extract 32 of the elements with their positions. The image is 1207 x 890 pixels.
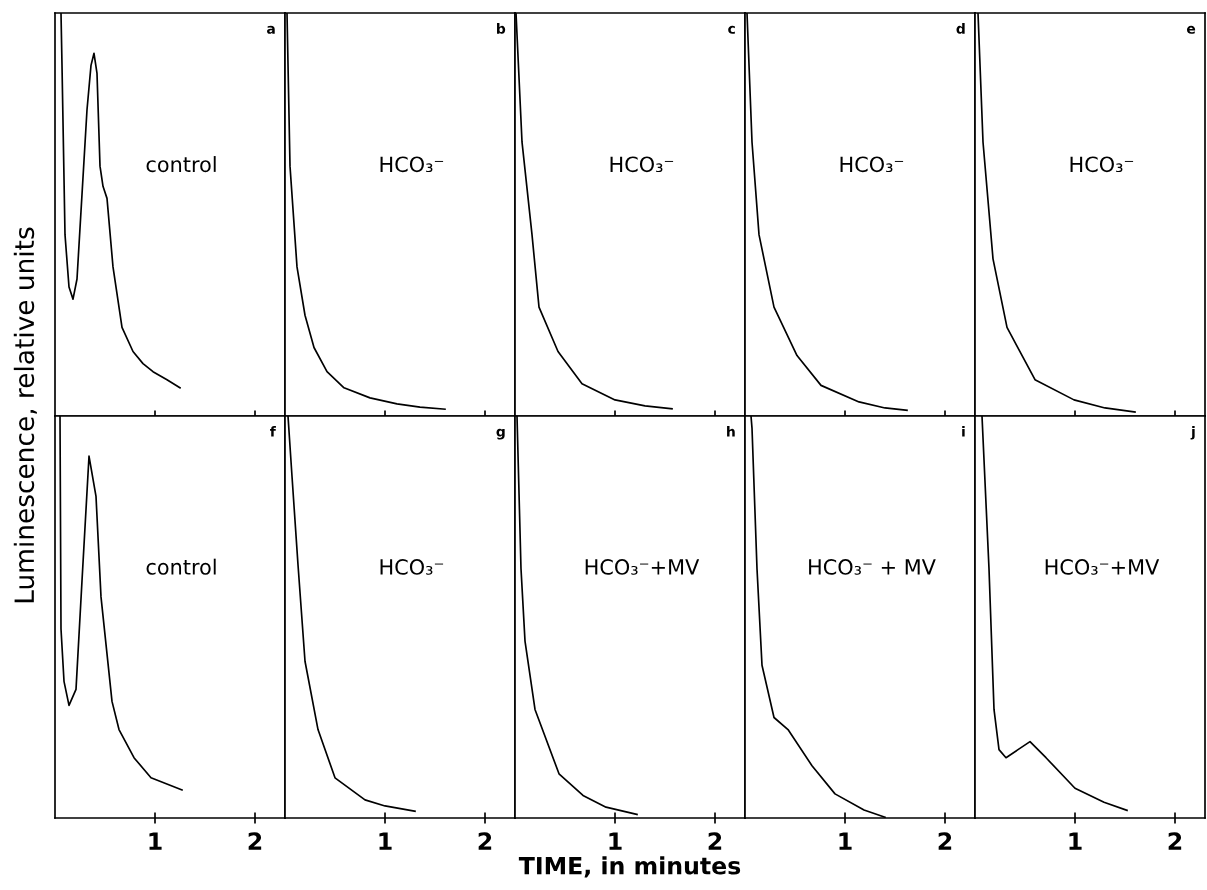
y-axis-title: Luminescence, relative units (13, 227, 37, 603)
x-tick-label: 2 (248, 832, 262, 850)
text: j (1190, 426, 1195, 440)
x-axis-title: TIME, in minutes (518, 856, 741, 878)
annotation: control (146, 558, 216, 575)
x-tick-label: 1 (609, 832, 622, 850)
x-tick-label: 1 (839, 832, 852, 850)
x-tick-label: 2 (1168, 832, 1182, 850)
x-tick-label: 1 (1069, 832, 1082, 850)
text: h (727, 426, 735, 437)
text: i (962, 426, 965, 437)
text: f (270, 426, 276, 437)
annotation: HCO₃⁻ + MV (809, 559, 936, 575)
text: b (497, 23, 506, 34)
annotation: control (146, 156, 216, 173)
x-tick-label: 1 (379, 832, 392, 850)
text: c (728, 25, 735, 34)
annotation: HCO₃⁻ (840, 156, 904, 173)
x-tick-label: 2 (478, 832, 492, 850)
annotation: HCO₃⁻ (610, 156, 674, 173)
text: e (1186, 25, 1196, 34)
annotation: HCO₃⁻ (1070, 156, 1134, 173)
annotation: HCO₃⁻+MV (585, 559, 700, 575)
text: a (267, 25, 275, 34)
annotation: HCO₃⁻ (380, 559, 444, 575)
annotation: HCO₃⁻ (380, 156, 444, 173)
x-tick-label: 2 (938, 832, 952, 850)
x-tick-label: 1 (149, 832, 162, 850)
x-tick-label: 2 (708, 832, 722, 850)
text: g (496, 428, 505, 440)
text: d (956, 23, 965, 34)
annotation: HCO₃⁻+MV (1045, 559, 1160, 575)
